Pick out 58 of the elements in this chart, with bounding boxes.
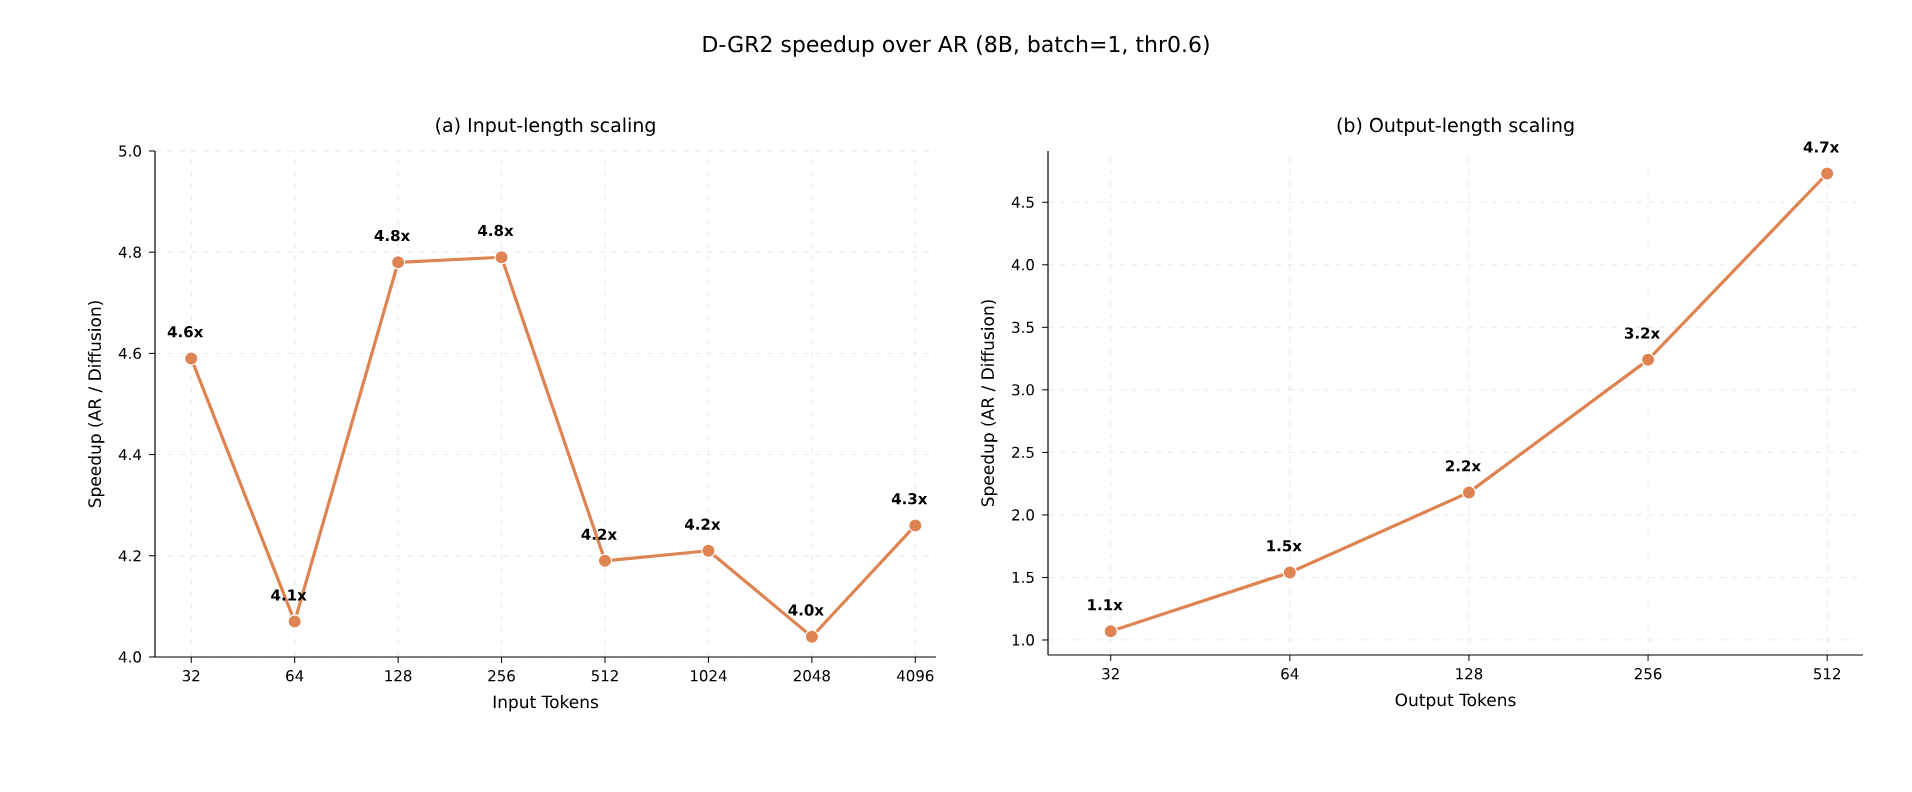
y-tick-label: 2.5	[1012, 446, 1034, 459]
x-tick-label: 128	[385, 670, 412, 682]
chart-subtitle: (b) Output-length scaling	[1337, 117, 1574, 136]
y-tick-label: 2.0	[1012, 509, 1034, 521]
point	[287, 614, 302, 629]
data-label: 4.6x	[167, 326, 204, 338]
data-label: 4.0x	[788, 604, 824, 616]
y-tick-label: 5.0	[119, 145, 141, 157]
point	[701, 543, 716, 558]
data-label: 1.1x	[1088, 599, 1123, 611]
point	[1103, 624, 1118, 639]
y-tick-label: 4.0	[1011, 259, 1034, 271]
x-tick-label: 64	[286, 670, 304, 682]
data-label: 4.8x	[478, 224, 514, 237]
chart-title: D-GR2 speedup over AR (8B, batch=1, thr0.6)	[703, 35, 1209, 57]
point	[184, 351, 199, 366]
y-axis-title: Speedup (AR / Diffusion)	[87, 301, 105, 508]
y-tick-label: 1.0	[1012, 634, 1034, 646]
x-tick-label: 2048	[793, 670, 830, 682]
x-tick-label: 256	[1634, 668, 1662, 680]
chart-subtitle: (a) Input-length scaling	[436, 117, 655, 136]
x-tick-label: 512	[1814, 668, 1840, 680]
y-tick-label: 4.6	[118, 347, 141, 360]
point	[597, 553, 613, 569]
x-tick-label: 128	[1456, 668, 1483, 680]
data-label: 4.8x	[374, 229, 410, 242]
data-label: 3.2x	[1624, 327, 1660, 339]
x-tick-label: 32	[182, 670, 200, 682]
data-label: 2.2x	[1446, 460, 1481, 472]
y-tick-label: 4.4	[118, 449, 142, 461]
data-label: 4.7x	[1803, 141, 1840, 153]
x-tick-label: 1024	[691, 670, 727, 682]
point	[494, 250, 509, 265]
point	[1640, 352, 1656, 368]
x-tick-label: 512	[591, 670, 618, 682]
y-tick-label: 3.5	[1012, 321, 1034, 334]
y-tick-label: 4.0	[118, 651, 141, 663]
y-axis-title: Speedup (AR / Diffusion)	[980, 300, 998, 507]
y-tick-label: 4.2	[118, 550, 141, 562]
point	[908, 518, 923, 533]
x-tick-label: 32	[1102, 668, 1119, 680]
y-tick-label: 1.5	[1012, 571, 1034, 584]
y-tick-label: 4.8	[118, 246, 141, 258]
x-tick-label: 4096	[896, 670, 934, 682]
data-label: 1.5x	[1267, 540, 1302, 552]
x-axis-title: Output Tokens	[1395, 693, 1516, 710]
x-tick-label: 64	[1281, 668, 1299, 680]
y-tick-label: 3.0	[1012, 384, 1034, 396]
point	[1819, 166, 1835, 181]
point	[804, 629, 820, 644]
x-tick-label: 256	[488, 670, 515, 682]
point	[1282, 565, 1298, 580]
data-label: 4.3x	[891, 493, 928, 505]
data-label: 4.2x	[684, 518, 721, 530]
y-tick-label: 4.5	[1011, 196, 1034, 208]
x-axis-title: Input Tokens	[493, 695, 599, 712]
point	[1461, 485, 1477, 500]
point	[390, 255, 406, 270]
